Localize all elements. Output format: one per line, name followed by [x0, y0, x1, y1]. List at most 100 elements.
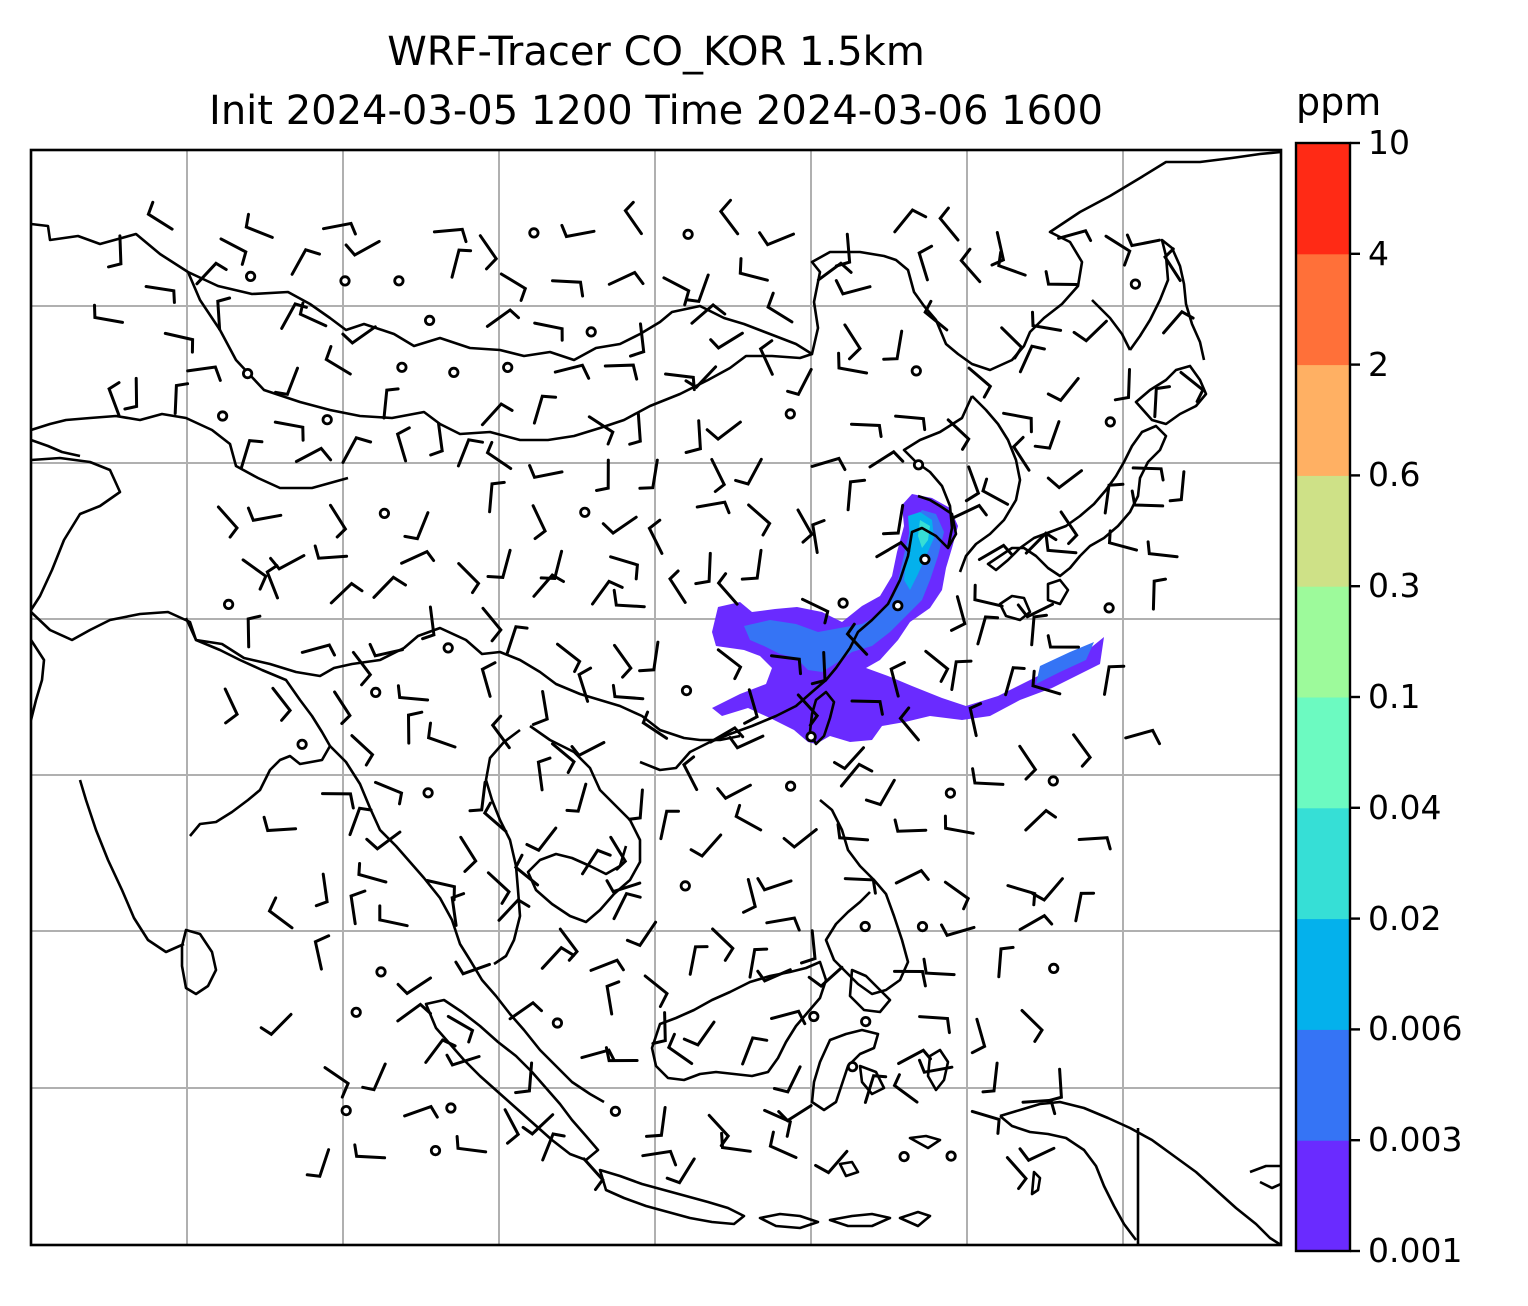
- wind-barb: [741, 1036, 769, 1066]
- wind-barb: [609, 835, 628, 871]
- wind-barb: [801, 597, 830, 625]
- wind-barb: [1000, 326, 1024, 360]
- wind-barb: [480, 661, 497, 698]
- wind-barb: [353, 1143, 387, 1160]
- wind-barb: [396, 684, 430, 702]
- wind-barb: [267, 896, 294, 930]
- wind-barb: [396, 1002, 432, 1023]
- wind-barb: [450, 892, 466, 927]
- wind-barb: [580, 1048, 616, 1062]
- wind-barb: [581, 848, 612, 876]
- wind-barb: [970, 1017, 987, 1055]
- map-frame: [29, 148, 1283, 1247]
- wind-barb: [1059, 510, 1079, 545]
- wind-barb: [216, 505, 239, 539]
- wind-barb: [344, 239, 381, 257]
- wind-barb: [666, 1032, 694, 1065]
- plume-mid: [744, 510, 944, 672]
- wind-barb: [532, 394, 558, 425]
- wind-barb: [488, 480, 506, 514]
- wind-barb: [219, 237, 248, 266]
- wind-barb: [1168, 470, 1186, 503]
- wind-barb: [950, 659, 973, 691]
- calm-wind-circle: [805, 731, 817, 743]
- colorbar: [1294, 141, 1360, 1253]
- colorbar-segment: [1296, 586, 1350, 698]
- wind-barb: [499, 272, 528, 302]
- wind-barb: [742, 878, 757, 914]
- wind-barb: [532, 573, 565, 598]
- wind-barb: [1020, 1009, 1044, 1043]
- wind-barb: [800, 929, 817, 965]
- wind-barb: [1002, 411, 1033, 434]
- wind-barb: [294, 446, 333, 463]
- wind-barb: [964, 465, 981, 503]
- colorbar-tick-label: 0.1: [1368, 677, 1421, 716]
- wind-barb: [577, 666, 593, 703]
- wind-barb: [684, 419, 702, 454]
- wind-barb: [1103, 482, 1125, 515]
- wind-barb: [738, 257, 769, 282]
- map-title-line2: Init 2024-03-05 1200 Time 2024-03-06 160…: [209, 88, 1103, 134]
- wind-barb: [850, 699, 884, 716]
- wind-barb: [1077, 836, 1112, 851]
- wind-barb: [846, 478, 867, 512]
- wind-barb: [968, 702, 983, 738]
- wind-barb: [553, 363, 591, 380]
- wind-barb: [638, 640, 660, 673]
- wind-barb: [173, 382, 190, 415]
- calm-wind-circle: [528, 227, 540, 239]
- coastlines: [31, 150, 1281, 1245]
- calm-wind-circle: [682, 228, 694, 240]
- wind-barb: [662, 276, 691, 307]
- wind-barb: [768, 1130, 798, 1159]
- wind-barb: [457, 562, 481, 595]
- calm-wind-markers: [217, 227, 1142, 1163]
- wind-barb: [845, 622, 869, 656]
- colorbar-segment: [1296, 364, 1350, 476]
- wind-barb: [486, 871, 511, 905]
- calm-wind-circle: [846, 1061, 859, 1073]
- wind-barb: [514, 1061, 534, 1095]
- wind-barb: [485, 440, 513, 470]
- wind-barb: [716, 783, 752, 801]
- wind-barb: [560, 223, 596, 239]
- wind-barb: [589, 958, 625, 972]
- calm-wind-circle: [784, 408, 796, 420]
- wind-barb: [246, 614, 262, 649]
- calm-wind-circle: [350, 1006, 362, 1018]
- plume-east-band: [1036, 642, 1094, 684]
- wind-barb: [400, 549, 436, 565]
- wind-barb: [536, 756, 552, 792]
- wind-barb: [763, 1108, 793, 1138]
- wind-barb: [971, 767, 1005, 786]
- wind-barb: [720, 1131, 752, 1153]
- wind-barb: [893, 818, 928, 833]
- wind-barb: [565, 782, 588, 813]
- wind-barb: [406, 710, 424, 745]
- colorbar-tick-label: 0.02: [1368, 898, 1442, 938]
- wind-barb: [459, 835, 478, 873]
- wind-barb: [1104, 234, 1132, 267]
- wind-barb: [923, 299, 949, 332]
- calm-wind-circle: [370, 686, 382, 699]
- wind-barb: [531, 504, 547, 541]
- wind-barb: [497, 897, 531, 922]
- calm-wind-circle: [808, 1010, 820, 1023]
- calm-wind-circle: [223, 598, 235, 611]
- calm-wind-circle: [609, 1105, 622, 1117]
- calm-wind-circle: [445, 1102, 457, 1114]
- wind-barb: [709, 331, 744, 350]
- wind-barb: [659, 809, 680, 841]
- calm-wind-circle: [442, 642, 454, 654]
- wind-barb: [777, 1104, 813, 1123]
- wind-barb: [313, 544, 349, 560]
- wind-barb: [612, 891, 642, 921]
- wind-barb: [570, 741, 606, 758]
- wind-barb: [525, 826, 558, 853]
- wind-barb: [531, 690, 549, 726]
- wind-barb: [864, 778, 896, 807]
- wind-barb: [981, 1061, 999, 1094]
- wind-barb: [668, 569, 687, 604]
- wind-barb: [195, 261, 228, 286]
